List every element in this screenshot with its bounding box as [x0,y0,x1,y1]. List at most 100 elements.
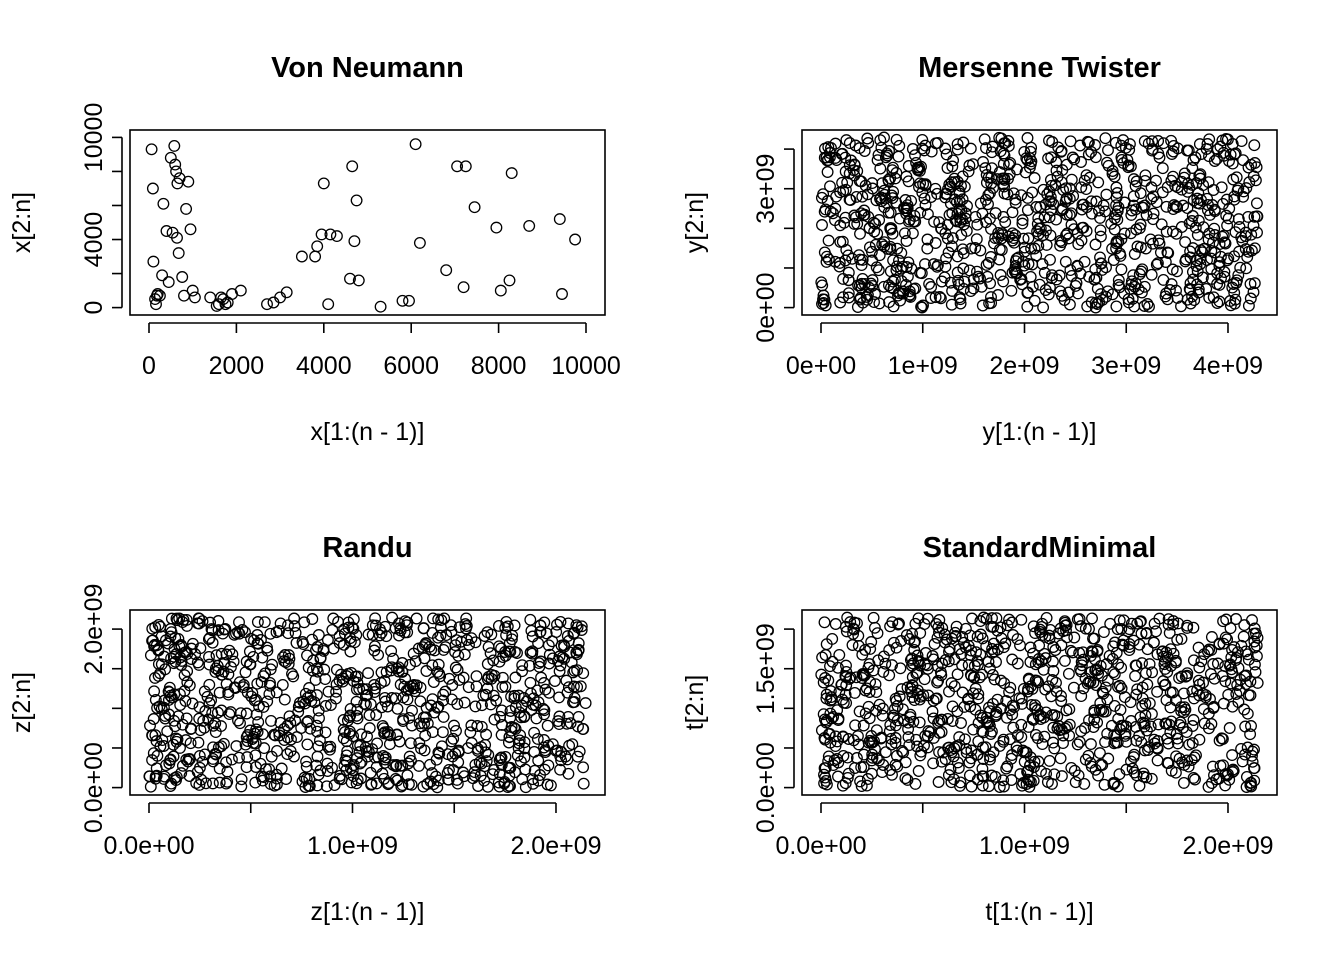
data-point [368,640,381,653]
data-point [1062,667,1075,680]
data-point [503,637,516,650]
data-point [393,735,406,748]
data-point [1135,627,1148,640]
data-point [954,212,966,225]
data-point [540,627,553,640]
data-point [1066,646,1079,659]
data-point [815,276,828,289]
data-point [1120,720,1133,733]
data-point [524,646,537,659]
data-point [179,734,192,747]
y-tick-label: 0e+00 [752,272,780,342]
data-point [311,779,324,792]
data-point [1184,245,1197,258]
data-point [1165,715,1178,728]
data-point [1165,148,1178,160]
data-point [899,772,912,785]
data-point [856,190,869,203]
data-point [997,774,1010,787]
data-point [816,651,829,664]
data-point [323,743,336,756]
data-point [876,177,889,190]
data-point [280,773,293,785]
data-point [421,717,434,730]
y-tick-label: 0.0e+00 [80,742,108,833]
data-point [861,773,874,785]
data-point [539,683,552,696]
data-point [1033,222,1046,235]
data-point [837,696,850,709]
data-point [193,617,206,630]
data-point [984,753,996,766]
data-point [1082,749,1095,762]
data-point [310,759,323,772]
data-point [1153,612,1166,625]
data-point [1176,756,1189,769]
data-point [1075,655,1088,668]
data-point [1187,621,1200,634]
data-point [993,781,1006,793]
data-point [1246,755,1259,768]
data-point [1093,747,1106,760]
data-point [972,688,985,701]
data-point [921,662,934,675]
data-point [936,657,949,670]
data-point [230,740,243,753]
data-point [147,713,160,725]
data-point [431,665,444,678]
data-point [875,731,888,744]
data-point [1021,765,1034,778]
data-point [1219,768,1232,781]
data-point [282,627,295,640]
data-point [496,681,509,693]
data-point [1218,270,1231,283]
data-point [1030,249,1043,262]
data-point [969,210,982,223]
data-point [819,672,832,684]
data-point [834,186,847,199]
data-point [923,277,936,290]
data-point [1072,287,1084,300]
data-point [368,686,381,698]
data-point [891,242,904,255]
data-point [1062,232,1075,245]
data-point [495,642,508,655]
data-point [1203,291,1216,304]
data-point [1044,253,1056,266]
data-point [425,699,438,712]
data-point [1224,148,1237,161]
data-point [1059,722,1071,735]
data-point [283,652,296,665]
data-point [1032,676,1045,689]
data-point [1124,160,1137,173]
data-point [1169,200,1182,213]
data-point [919,258,931,271]
data-point [929,237,942,249]
data-point [953,731,966,744]
data-point [974,628,987,641]
data-point [1242,161,1255,174]
data-point [1057,737,1069,750]
data-point [859,643,872,656]
data-point [1152,718,1165,731]
y-tick-label: 10000 [80,103,108,173]
data-point [259,763,272,776]
data-point [182,175,195,188]
data-point [851,301,864,313]
data-point [855,780,868,793]
data-point [879,657,892,670]
data-point [977,611,990,624]
data-point [1038,730,1051,743]
data-point [1129,659,1142,672]
data-point [225,753,238,766]
data-point [829,214,841,227]
data-point [1048,709,1061,722]
data-point [459,618,472,631]
data-point [412,759,425,772]
plot-frame [801,609,1278,796]
data-point [1027,620,1040,633]
data-point [370,761,383,774]
data-point [447,763,460,776]
data-point [959,212,972,225]
